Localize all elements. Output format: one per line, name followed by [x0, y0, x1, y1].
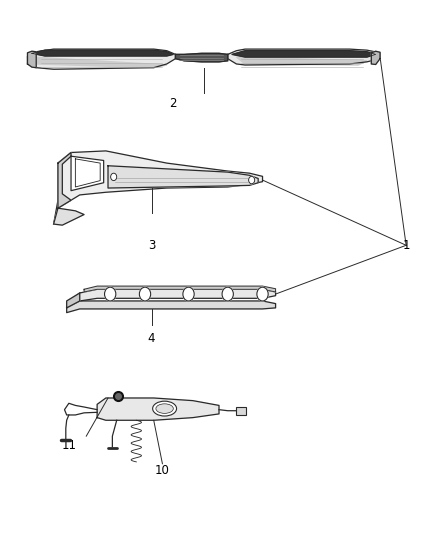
Polygon shape [58, 152, 71, 208]
Polygon shape [32, 50, 173, 56]
Text: 10: 10 [155, 464, 170, 477]
Polygon shape [237, 57, 367, 65]
Text: 11: 11 [61, 439, 76, 451]
Polygon shape [232, 51, 376, 57]
Circle shape [249, 176, 254, 184]
Polygon shape [32, 57, 167, 68]
Polygon shape [67, 289, 276, 306]
Ellipse shape [152, 401, 177, 416]
Polygon shape [28, 51, 36, 68]
FancyBboxPatch shape [236, 407, 247, 416]
Polygon shape [53, 208, 84, 225]
Text: 4: 4 [148, 332, 155, 344]
Polygon shape [84, 286, 276, 292]
Polygon shape [28, 49, 176, 69]
Text: 3: 3 [148, 239, 155, 252]
Polygon shape [371, 51, 380, 64]
Circle shape [257, 287, 268, 301]
Polygon shape [67, 301, 276, 313]
Polygon shape [71, 156, 104, 191]
Circle shape [105, 287, 116, 301]
Text: 1: 1 [403, 239, 410, 252]
Polygon shape [53, 151, 262, 224]
Circle shape [139, 287, 151, 301]
Circle shape [222, 287, 233, 301]
Polygon shape [97, 398, 219, 420]
Circle shape [111, 173, 117, 181]
Ellipse shape [156, 404, 173, 414]
Circle shape [183, 287, 194, 301]
Text: 2: 2 [170, 96, 177, 110]
Polygon shape [176, 53, 228, 62]
Polygon shape [108, 166, 258, 188]
Polygon shape [228, 49, 380, 65]
Polygon shape [67, 293, 80, 308]
